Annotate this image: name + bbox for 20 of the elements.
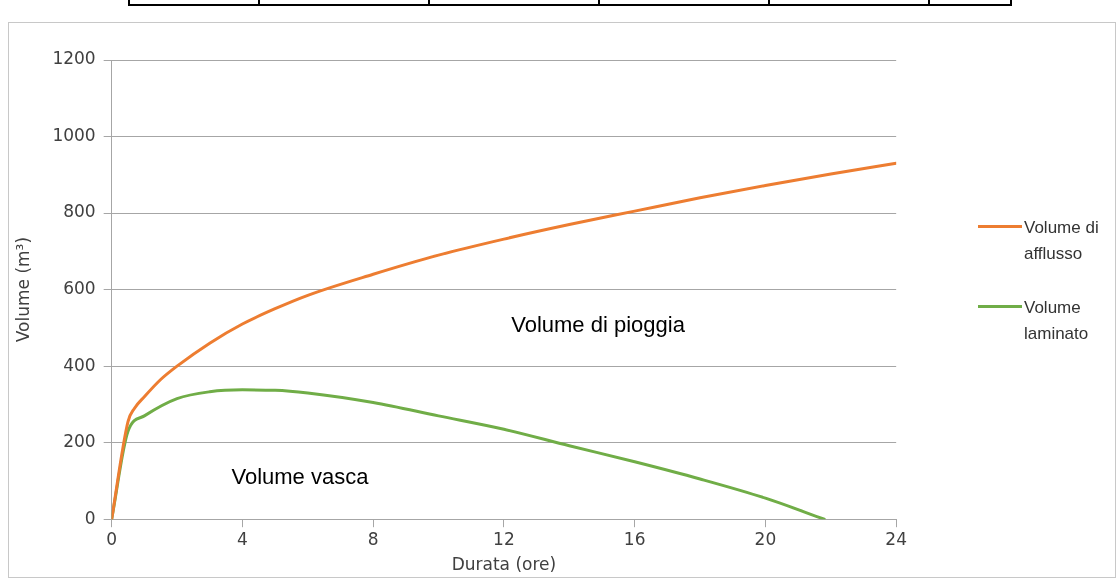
x-tick-label: 4 (237, 528, 248, 549)
annotation: Volume vasca (231, 463, 370, 489)
y-tick-label: 400 (63, 354, 96, 375)
y-tick-label: 200 (63, 431, 96, 452)
y-tick-label: 600 (63, 278, 96, 299)
x-tick-label: 24 (885, 528, 907, 549)
annotation: Volume di pioggia (511, 312, 686, 338)
x-tick-label: 20 (754, 528, 777, 549)
legend-label: Volume laminato (1024, 297, 1090, 345)
y-tick-label: 800 (63, 201, 96, 222)
x-tick-label: 8 (367, 528, 379, 549)
y-tick-label: 1200 (52, 48, 96, 69)
legend-label: Volume di afflusso (1024, 217, 1100, 265)
x-tick-label: 0 (106, 528, 118, 549)
y-axis-title: Volume (m³) (12, 236, 33, 343)
y-tick-label: 0 (84, 507, 96, 528)
x-tick-label: 16 (623, 528, 646, 549)
x-tick-label: 12 (493, 528, 515, 549)
x-axis-title: Durata (ore) (451, 554, 557, 575)
y-tick-label: 1000 (52, 124, 96, 145)
